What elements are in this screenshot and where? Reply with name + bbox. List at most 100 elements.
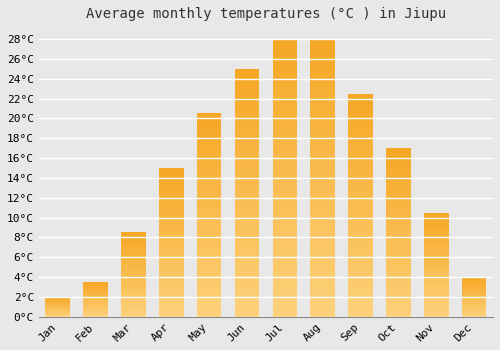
Bar [121, 280, 146, 281]
Bar [159, 192, 184, 193]
Bar [424, 302, 448, 303]
Bar [272, 80, 297, 83]
Bar [310, 314, 335, 317]
Bar [310, 203, 335, 206]
Bar [197, 201, 222, 203]
Bar [348, 203, 373, 205]
Bar [348, 169, 373, 172]
Bar [197, 170, 222, 173]
Bar [348, 276, 373, 279]
Bar [386, 217, 410, 219]
Bar [424, 279, 448, 280]
Bar [159, 259, 184, 260]
Bar [386, 305, 410, 307]
Bar [159, 238, 184, 239]
Bar [121, 250, 146, 251]
Bar [310, 86, 335, 89]
Bar [197, 176, 222, 178]
Bar [234, 150, 260, 153]
Bar [424, 215, 448, 216]
Bar [159, 274, 184, 275]
Bar [348, 247, 373, 250]
Bar [386, 199, 410, 201]
Bar [424, 261, 448, 262]
Bar [386, 211, 410, 212]
Bar [386, 189, 410, 190]
Bar [159, 306, 184, 308]
Bar [159, 189, 184, 190]
Bar [386, 226, 410, 228]
Bar [272, 256, 297, 258]
Bar [386, 241, 410, 243]
Bar [424, 295, 448, 296]
Bar [310, 111, 335, 114]
Bar [386, 182, 410, 183]
Bar [159, 278, 184, 280]
Bar [462, 301, 486, 302]
Bar [462, 294, 486, 295]
Bar [386, 160, 410, 162]
Bar [348, 216, 373, 218]
Bar [310, 267, 335, 270]
Bar [386, 280, 410, 281]
Bar [197, 272, 222, 274]
Bar [310, 94, 335, 97]
Bar [121, 304, 146, 305]
Bar [159, 265, 184, 266]
Bar [424, 259, 448, 260]
Bar [121, 292, 146, 293]
Bar [348, 100, 373, 103]
Bar [386, 150, 410, 152]
Bar [310, 80, 335, 83]
Bar [197, 260, 222, 262]
Bar [272, 247, 297, 250]
Bar [386, 148, 410, 150]
Bar [159, 214, 184, 216]
Bar [348, 263, 373, 265]
Bar [159, 174, 184, 175]
Bar [272, 61, 297, 64]
Bar [234, 223, 260, 225]
Bar [386, 248, 410, 249]
Bar [121, 232, 146, 233]
Bar [121, 281, 146, 282]
Bar [348, 187, 373, 190]
Bar [310, 231, 335, 233]
Bar [386, 293, 410, 295]
Bar [234, 69, 260, 71]
Bar [348, 303, 373, 306]
Bar [310, 131, 335, 133]
Bar [348, 134, 373, 136]
Bar [159, 294, 184, 296]
Bar [159, 169, 184, 171]
Bar [159, 196, 184, 198]
Bar [197, 199, 222, 201]
Bar [121, 242, 146, 243]
Bar [310, 286, 335, 289]
Bar [234, 121, 260, 123]
Bar [234, 161, 260, 163]
Bar [272, 197, 297, 200]
Bar [348, 107, 373, 109]
Bar [386, 192, 410, 194]
Bar [348, 196, 373, 198]
Bar [310, 211, 335, 214]
Bar [159, 302, 184, 303]
Bar [386, 172, 410, 174]
Bar [386, 281, 410, 283]
Bar [386, 158, 410, 160]
Bar [159, 282, 184, 284]
Bar [159, 208, 184, 210]
Bar [272, 75, 297, 78]
Bar [348, 254, 373, 257]
Bar [386, 190, 410, 192]
Bar [159, 288, 184, 290]
Bar [272, 284, 297, 286]
Bar [272, 242, 297, 245]
Bar [272, 219, 297, 222]
Bar [424, 221, 448, 222]
Bar [386, 168, 410, 170]
Bar [197, 264, 222, 266]
Bar [272, 217, 297, 219]
Bar [197, 282, 222, 284]
